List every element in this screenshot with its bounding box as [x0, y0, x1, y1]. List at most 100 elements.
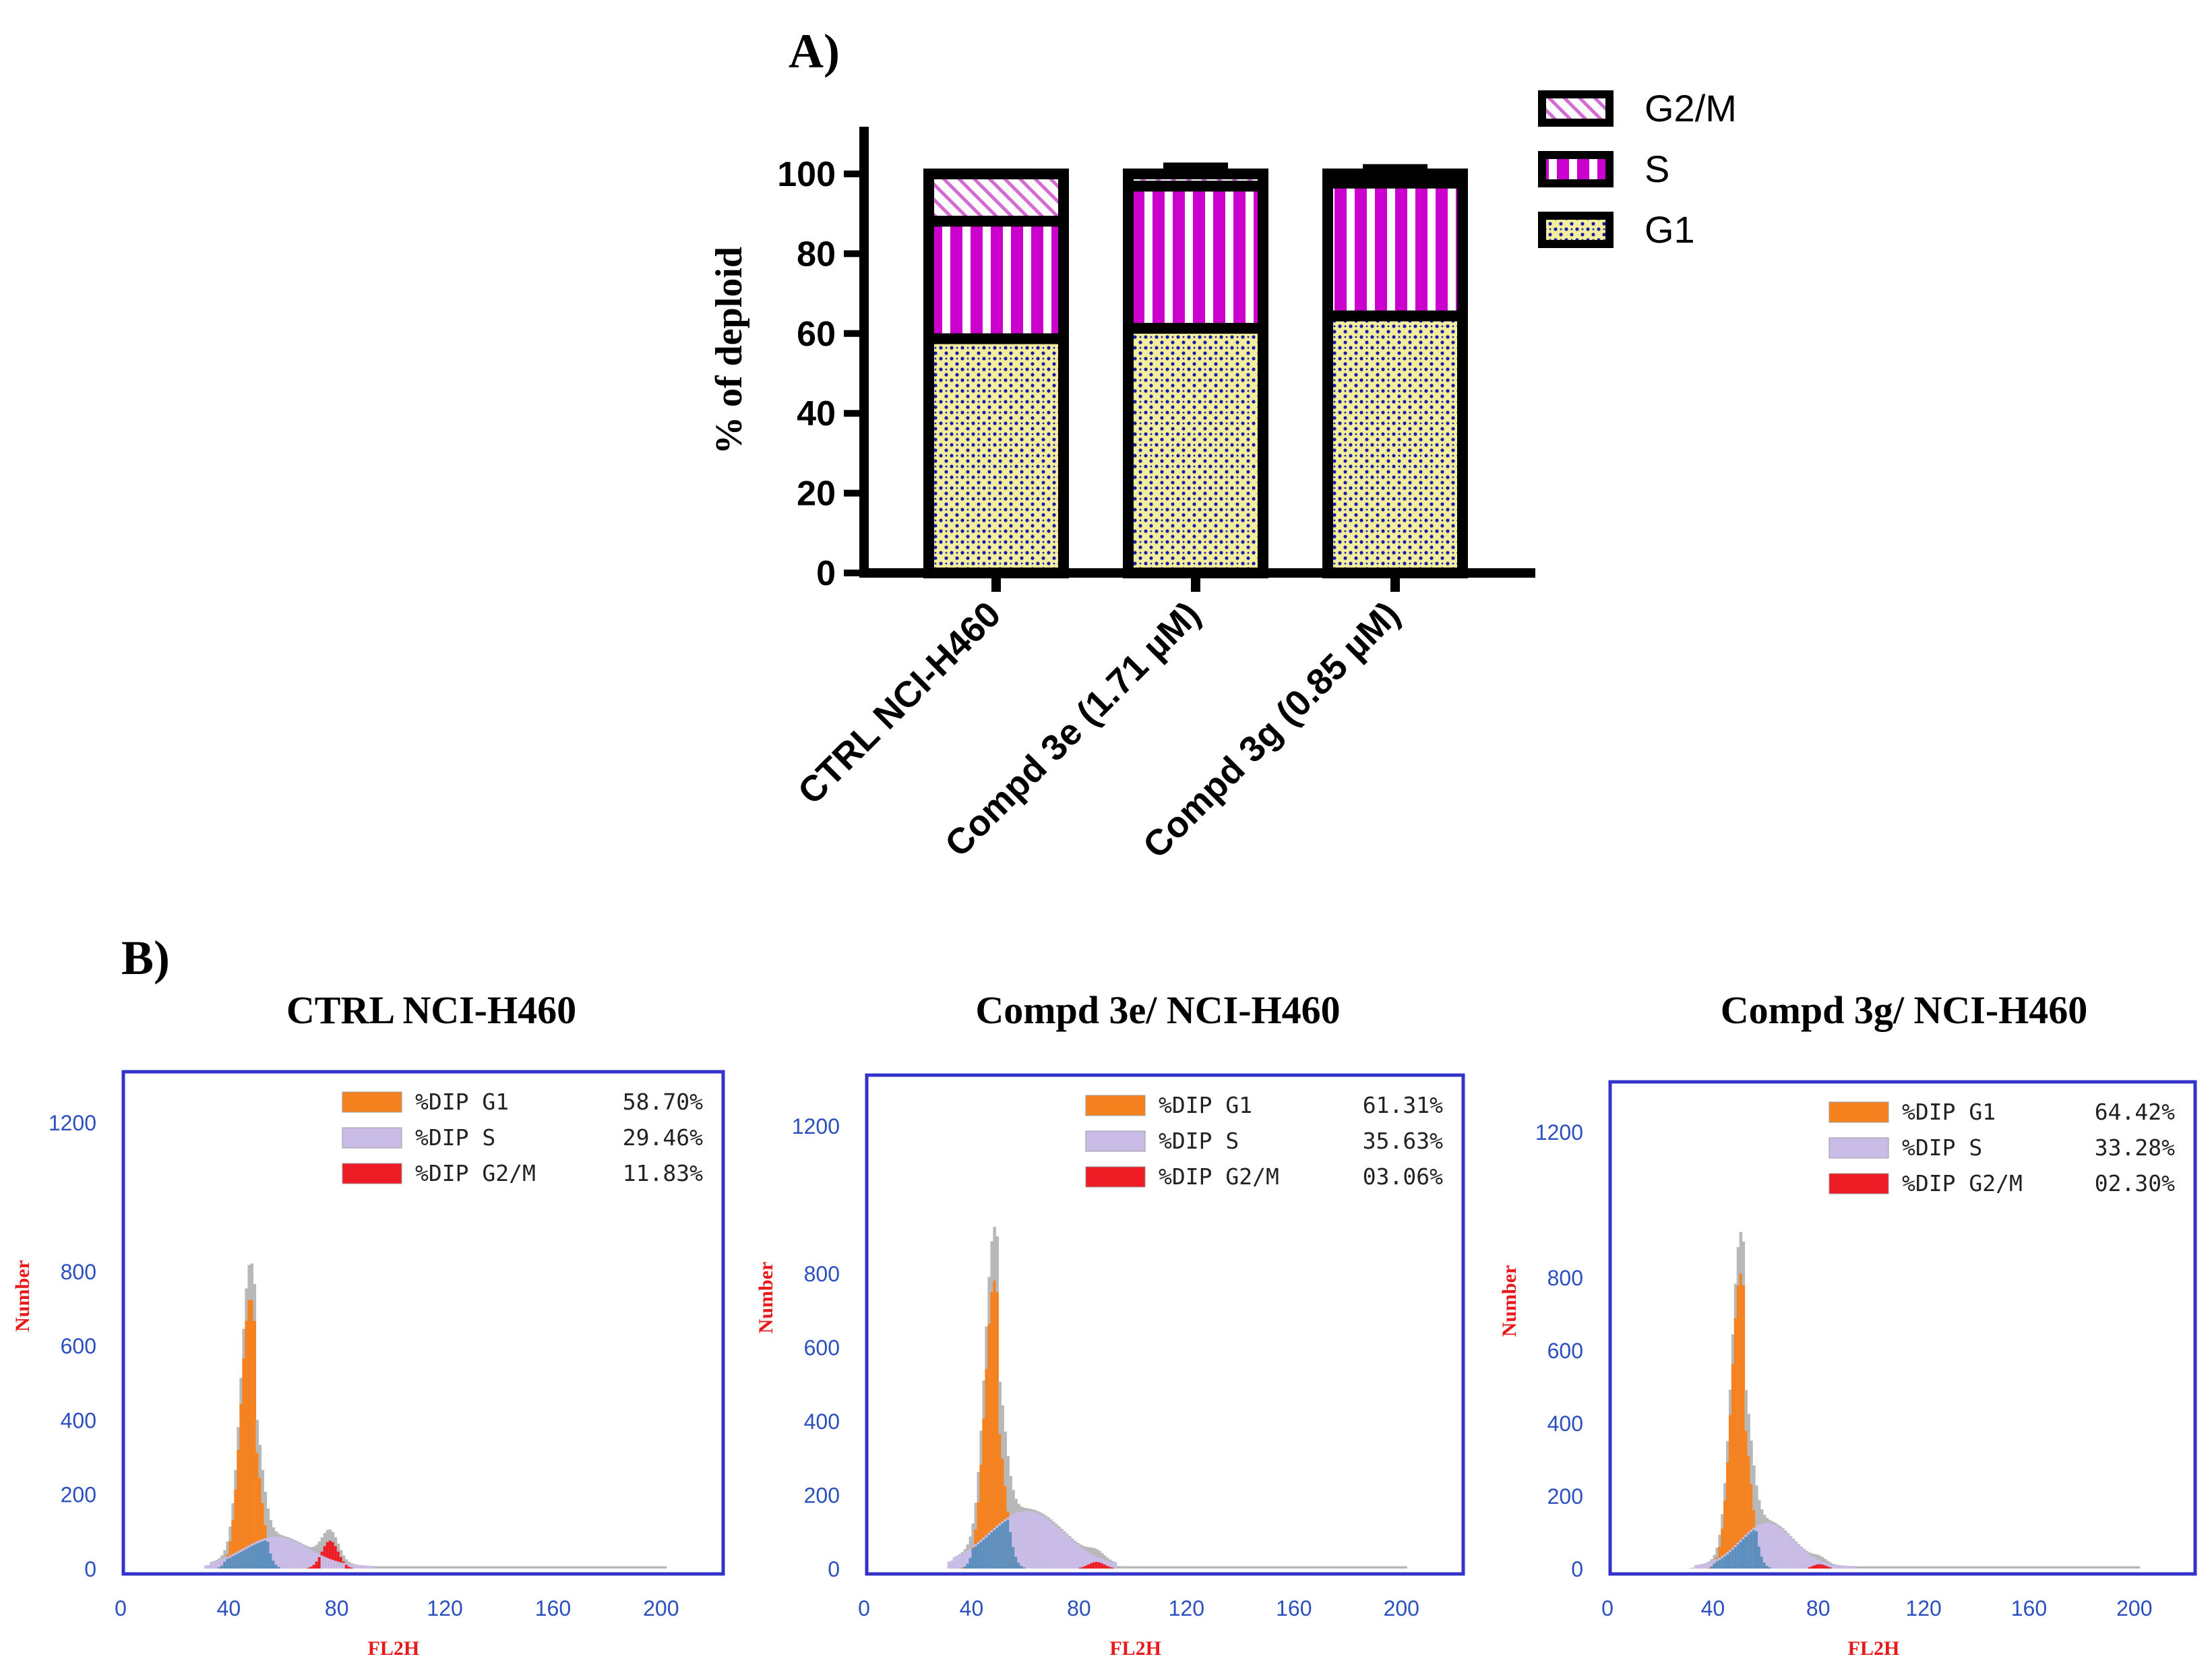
bar-segment-s — [1123, 181, 1268, 334]
histogram-bin — [1017, 1512, 1020, 1569]
histogram-bin — [336, 1551, 340, 1569]
bar-segment-g1 — [923, 333, 1069, 578]
histogram-bin — [1073, 1542, 1077, 1569]
histogram-bin — [1692, 1567, 1695, 1569]
x-tick-label: 120 — [1169, 1596, 1204, 1620]
histogram-raw-bin — [2132, 1566, 2135, 1569]
x-tick-label: 120 — [1905, 1596, 1941, 1620]
histogram-bin — [1839, 1565, 1843, 1569]
histogram-raw-bin — [1130, 1566, 1134, 1569]
histogram-raw-bin — [2103, 1566, 2106, 1569]
histogram-raw-bin — [426, 1566, 429, 1569]
histogram-raw-bin — [1892, 1566, 1895, 1569]
histogram-bin — [1831, 1564, 1835, 1569]
histogram-bin — [1758, 1524, 1761, 1569]
histogram-raw-bin — [1372, 1566, 1376, 1569]
histogram-raw-bin — [450, 1566, 454, 1569]
histogram-bin — [1747, 1456, 1750, 1569]
histogram-raw-bin — [501, 1566, 505, 1569]
legend-swatch-g2m — [1538, 90, 1614, 127]
histogram-raw-bin — [542, 1566, 546, 1569]
histogram-bin — [326, 1558, 330, 1569]
histogram-bin — [352, 1564, 357, 1569]
histogram-bin — [1089, 1563, 1093, 1569]
histogram-bin — [328, 1540, 332, 1569]
histogram-raw-bin — [1355, 1566, 1359, 1569]
histogram-raw-bin — [1934, 1566, 1938, 1569]
histogram-raw-bin — [1181, 1566, 1185, 1569]
histogram-bin — [1068, 1537, 1072, 1569]
x-tick-label: 0 — [115, 1596, 127, 1620]
histogram-bin — [963, 1552, 967, 1569]
histogram-raw-bin — [1283, 1566, 1287, 1569]
histogram-bin — [1689, 1568, 1692, 1569]
histogram-bin — [1055, 1525, 1058, 1569]
x-axis-title: FL2H — [1109, 1637, 1161, 1660]
histogram-bin — [1704, 1563, 1709, 1569]
histogram-raw-bin — [466, 1566, 470, 1569]
histogram-bin — [363, 1565, 367, 1569]
histogram-raw-bin — [1184, 1566, 1187, 1569]
histogram-raw-bin — [609, 1566, 613, 1569]
histogram-bin — [320, 1555, 324, 1569]
histogram-raw-bin — [496, 1566, 499, 1569]
histogram-raw-bin — [2063, 1566, 2066, 1569]
histogram-raw-bin — [2050, 1566, 2054, 1569]
histogram-overlap-bin — [1739, 1542, 1743, 1569]
histogram-bin — [220, 1558, 224, 1569]
histogram-bin — [1760, 1523, 1764, 1569]
histogram-raw-bin — [644, 1566, 648, 1569]
histogram-raw-bin — [1878, 1566, 1882, 1569]
histogram-bin — [204, 1565, 208, 1569]
histogram-raw-bin — [1857, 1566, 1862, 1569]
histogram-raw-bin — [1884, 1566, 1888, 1569]
histogram-raw-bin — [1194, 1566, 1198, 1569]
y-tick-label: 400 — [61, 1408, 96, 1432]
legend-label: %DIP G1 — [1902, 1099, 1996, 1125]
histogram-raw-bin — [526, 1566, 529, 1569]
histogram-bin — [309, 1550, 313, 1569]
y-tick-label: 800 — [1547, 1266, 1583, 1290]
histogram-bin — [1033, 1512, 1037, 1569]
histogram-raw-bin — [563, 1566, 567, 1569]
histogram-bin — [1733, 1318, 1738, 1569]
histogram-raw-bin — [1363, 1566, 1368, 1569]
histogram-bin — [277, 1536, 281, 1569]
histogram-bin — [296, 1542, 300, 1569]
histogram-raw-bin — [1404, 1566, 1407, 1569]
histogram-raw-bin — [504, 1566, 508, 1569]
histogram-raw-bin — [1189, 1566, 1192, 1569]
histogram-overlap-bin — [974, 1546, 978, 1569]
histogram-overlap-bin — [1718, 1560, 1721, 1569]
histogram-raw-bin — [1353, 1566, 1357, 1569]
y-tick-label: 800 — [61, 1260, 96, 1284]
histogram-raw-bin — [1146, 1566, 1150, 1569]
histogram-raw-bin — [520, 1566, 524, 1569]
y-tick-label: 0 — [828, 1557, 840, 1581]
histogram-raw-bin — [2066, 1566, 2069, 1569]
histogram-raw-bin — [2077, 1566, 2080, 1569]
histogram-raw-bin — [1965, 1566, 1969, 1569]
histogram-overlap-bin — [1762, 1562, 1766, 1569]
histogram-bin — [247, 1300, 251, 1569]
histogram-raw-bin — [566, 1566, 570, 1569]
histogram-bin — [369, 1566, 373, 1569]
histogram-overlap-bin — [993, 1530, 996, 1569]
histogram-raw-bin — [2016, 1566, 2019, 1569]
histogram-overlap-bin — [990, 1532, 993, 1569]
bar-segment-g2m — [923, 169, 1069, 227]
histogram-raw-bin — [1280, 1566, 1284, 1569]
histogram-raw-bin — [1291, 1566, 1295, 1569]
histogram-bin — [1012, 1514, 1015, 1569]
x-tick-label: 200 — [1384, 1596, 1419, 1620]
histogram-bin — [1084, 1550, 1088, 1569]
histogram-bin — [1105, 1560, 1109, 1569]
histogram-raw-bin — [2055, 1566, 2059, 1569]
histogram-bin — [1025, 1511, 1028, 1569]
histogram-area — [204, 1263, 667, 1569]
histogram-raw-bin — [596, 1566, 600, 1569]
histogram-raw-bin — [1942, 1566, 1946, 1569]
x-tick-label: 40 — [960, 1596, 984, 1620]
histogram-bin — [1750, 1484, 1753, 1569]
histogram-bin — [958, 1555, 962, 1569]
